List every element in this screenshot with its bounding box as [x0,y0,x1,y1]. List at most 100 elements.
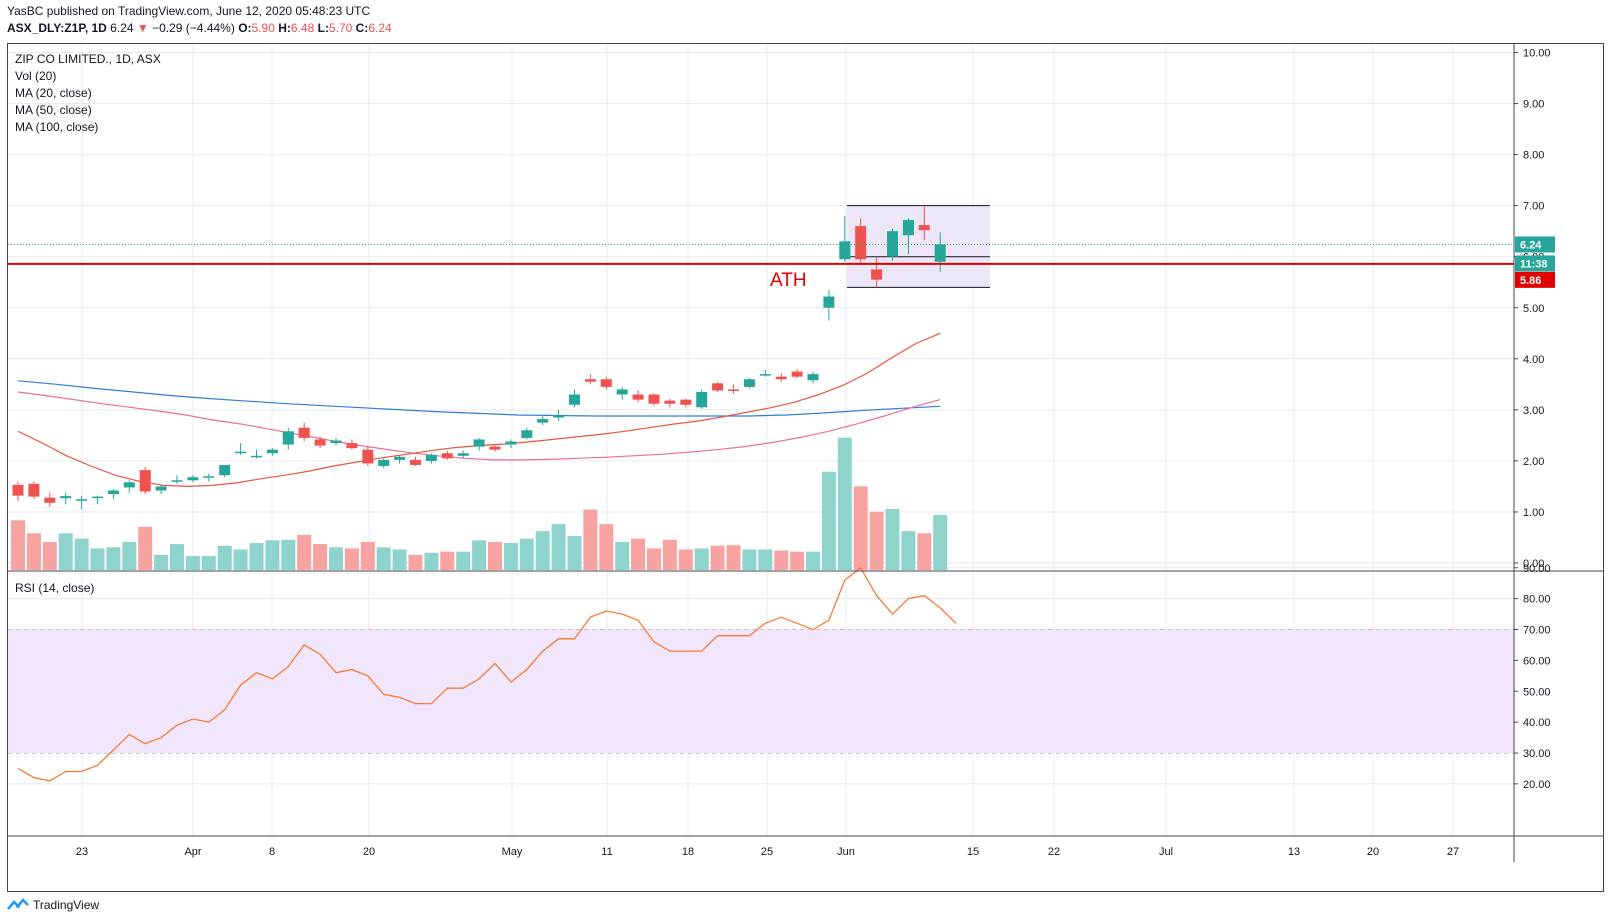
candle-body [728,389,739,391]
candle-body [743,379,755,387]
candle [728,384,739,394]
candle [107,488,119,500]
volume-bar [329,547,343,570]
candle [537,414,549,426]
candle-body [187,477,199,481]
candle [871,256,883,288]
volume-bar [313,544,328,570]
candle [298,422,310,442]
candle-body [441,453,453,459]
candle [282,427,294,450]
candle [346,439,358,450]
volume-bar [583,509,598,570]
time-tick-label: 20 [1367,846,1379,858]
volume-bar [694,548,709,570]
volume-bar [615,541,630,570]
legend-ma100: MA (100, close) [15,120,98,134]
countdown-tag-text: 11:38 [1520,258,1548,270]
volume-bar [869,511,884,570]
rsi-line [17,566,957,782]
candle [473,437,485,451]
time-tick-label: Jun [837,846,855,858]
last-price: 6.24 [110,21,134,35]
candle [743,378,755,389]
volume-bar [742,549,757,570]
level-tag-bg [1515,271,1555,288]
candle [314,436,326,449]
candle [632,390,644,403]
volume-bar [647,548,661,570]
candle [139,467,151,495]
candle [362,446,374,467]
price-tick-label: 9.00 [1523,99,1544,111]
candle-body [282,431,294,445]
volume-bar [758,549,773,570]
candle-body [600,379,612,387]
volume-bar [551,524,566,570]
ath-annotation: ATH [770,270,807,291]
consolidation-box [847,205,990,288]
candle-body [505,441,517,445]
candle [569,389,580,408]
time-tick-label: 23 [76,846,88,858]
candle [902,218,914,255]
volume-bar [26,533,41,570]
candle [584,374,596,385]
candle [12,481,24,501]
volume-bar [58,533,73,570]
time-tick-label: Apr [184,846,201,858]
last-price-tag-text: 6.24 [1520,239,1542,251]
volume-bar [154,554,169,570]
candle [251,449,262,459]
rsi-line-group [17,566,957,782]
candle-body [807,374,819,381]
candle-body [107,490,119,495]
volume-bar [535,531,550,570]
price-tick-label: 3.00 [1523,405,1544,417]
price-change: −0.29 (−4.44%) [152,21,235,35]
open-value: 5.90 [251,21,275,35]
rsi-tick-label: 70.00 [1523,625,1551,637]
candle-body [918,225,930,231]
time-tick-label: 25 [761,846,773,858]
volume-bar [519,538,534,570]
candle-body [28,483,40,497]
volume-bar [599,524,614,570]
volume-bar [42,541,57,570]
candle [394,455,406,464]
rsi-tick-label: 80.00 [1523,594,1551,606]
legend-ma20: MA (20, close) [15,86,92,100]
candle-body [457,453,469,456]
candle [616,386,628,400]
candle [266,448,278,456]
legend-ma50: MA (50, close) [15,103,92,117]
candle-body [60,496,72,499]
candle-body [553,414,565,418]
candle-body [569,394,580,405]
candle-body [44,497,56,503]
candle [441,450,453,460]
time-tick-label: 18 [682,846,694,858]
candle [839,215,851,262]
time-tick-label: 8 [269,846,275,858]
footer[interactable]: TradingView [7,898,99,912]
candle [887,228,898,261]
candle-body [887,231,898,257]
candle-body [394,456,406,460]
candle-body [584,379,596,382]
candle [648,393,660,406]
volume-bars [11,437,948,570]
time-tick-label: 13 [1288,846,1300,858]
volume-bar [249,543,264,570]
rsi-band [8,629,1514,753]
candle [934,232,946,273]
volume-bar [217,545,232,570]
candle-body [235,451,247,454]
candle-body [759,374,771,376]
rsi-tick-label: 30.00 [1523,748,1551,760]
volume-bar [392,549,407,570]
volume-bar [933,514,948,570]
axes: 0.001.002.003.004.005.006.007.008.009.00… [8,43,1603,862]
candle [378,458,390,469]
